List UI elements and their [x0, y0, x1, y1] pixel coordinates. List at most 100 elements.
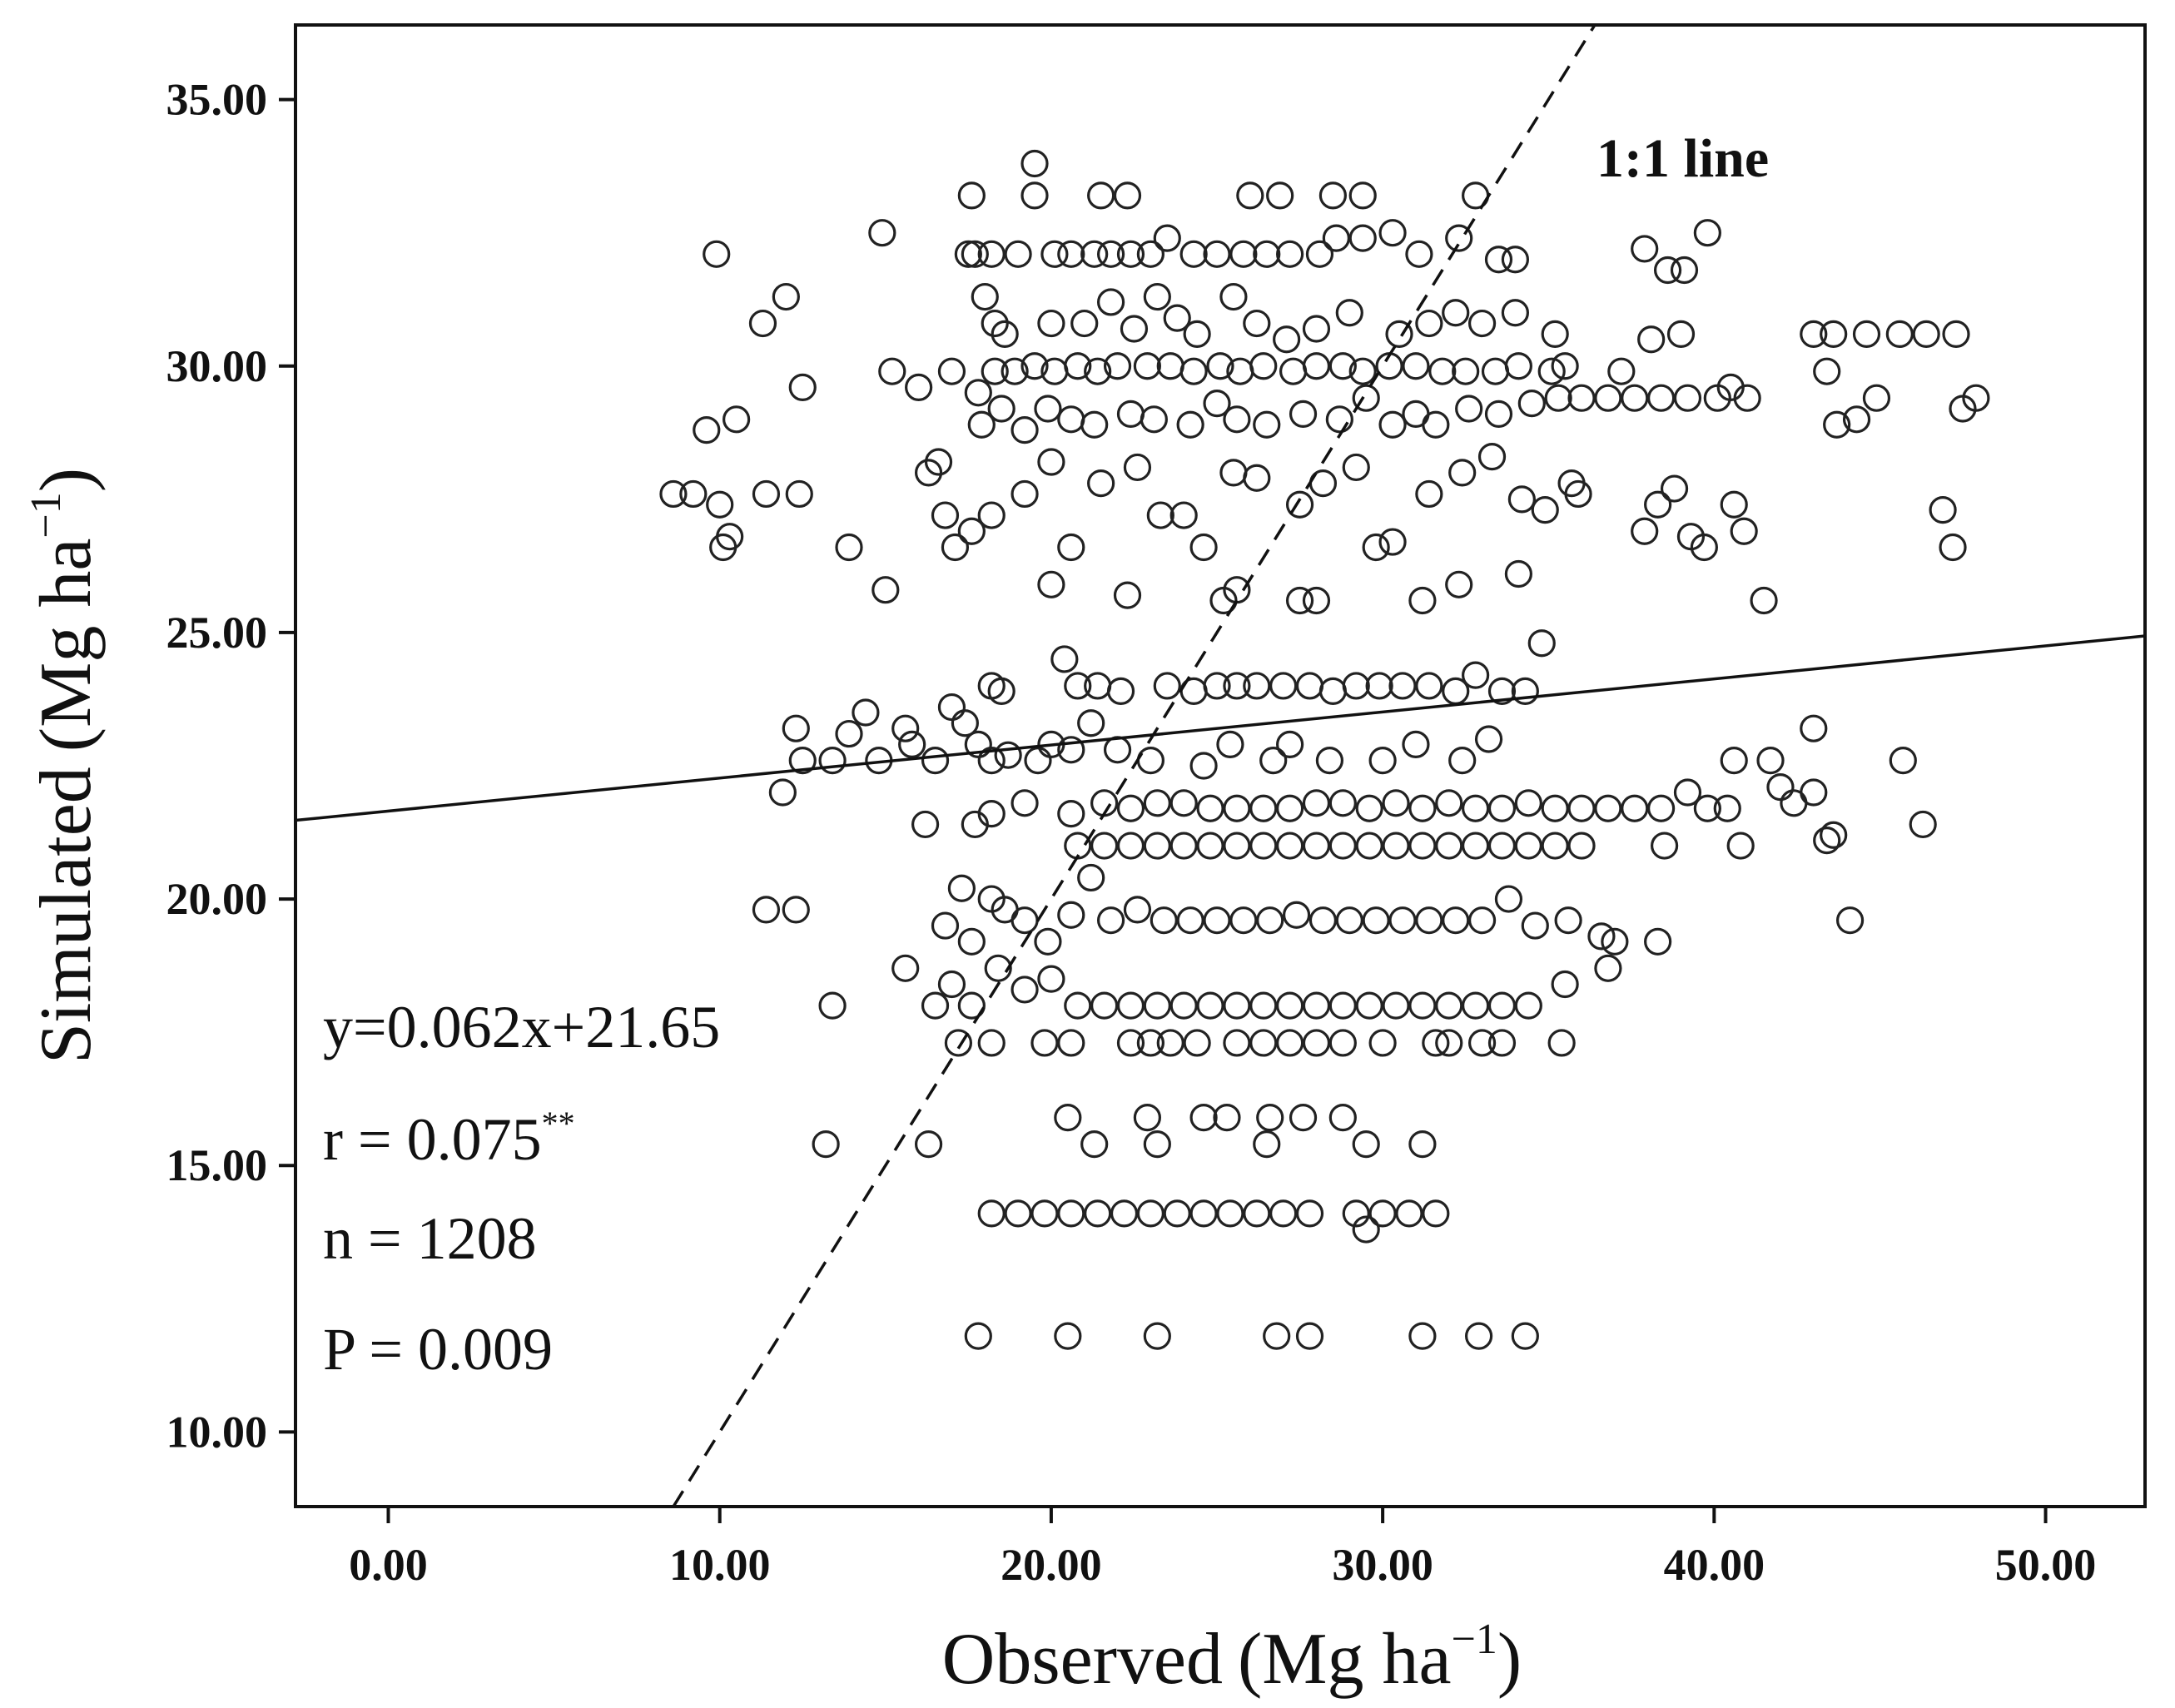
- data-point: [1666, 320, 1696, 348]
- data-point: [1216, 730, 1244, 758]
- data-point: [768, 778, 797, 807]
- data-point: [1408, 1322, 1437, 1350]
- data-point: [991, 320, 1019, 348]
- data-point: [1183, 320, 1211, 348]
- data-point: [818, 991, 847, 1020]
- data-point: [1179, 240, 1208, 268]
- data-point: [1462, 832, 1490, 860]
- data-point: [1402, 730, 1430, 758]
- data-point: [1567, 384, 1596, 412]
- data-point: [1487, 1029, 1517, 1057]
- data-point: [788, 746, 817, 775]
- y-axis: 10.00 15.00 20.00 25.00 30.00 35.00: [166, 75, 295, 1457]
- data-point: [1223, 991, 1251, 1020]
- data-point: [1405, 240, 1433, 268]
- data-point: [1487, 991, 1517, 1020]
- data-point: [1020, 352, 1049, 380]
- data-point: [1318, 181, 1347, 210]
- data-point: [1820, 320, 1848, 348]
- data-point: [1315, 746, 1344, 775]
- data-point: [1328, 352, 1357, 380]
- data-point: [905, 373, 933, 401]
- data-point: [1514, 789, 1542, 817]
- data-point: [852, 698, 880, 727]
- data-point: [1040, 240, 1069, 268]
- data-point: [1328, 1029, 1357, 1057]
- data-point: [1909, 810, 1937, 839]
- significance-marker: **: [542, 1105, 575, 1142]
- data-point: [1057, 1029, 1085, 1057]
- data-point: [1054, 1322, 1082, 1350]
- sample-size: n = 1208: [323, 1205, 537, 1272]
- data-point: [1080, 1130, 1109, 1159]
- data-point: [1514, 991, 1542, 1020]
- data-point: [1594, 794, 1622, 822]
- data-point: [1223, 405, 1251, 434]
- data-point: [964, 379, 992, 407]
- data-point: [706, 490, 734, 519]
- y-tick-label: 15.00: [166, 1140, 268, 1190]
- data-point: [977, 501, 1006, 529]
- data-point: [1276, 730, 1304, 758]
- data-point: [1011, 416, 1039, 444]
- data-point: [1253, 240, 1281, 268]
- data-point: [1531, 496, 1559, 524]
- data-point: [1249, 1029, 1278, 1057]
- data-point: [1544, 384, 1572, 412]
- data-point: [1249, 991, 1278, 1020]
- data-point: [1216, 1199, 1244, 1228]
- data-point: [1385, 320, 1413, 348]
- data-point: [1269, 672, 1298, 700]
- data-point: [1289, 400, 1318, 429]
- data-point: [1203, 906, 1231, 935]
- data-point: [1501, 299, 1530, 327]
- data-point: [1229, 240, 1258, 268]
- data-point: [914, 1130, 943, 1159]
- data-point: [1249, 832, 1278, 860]
- data-point: [1253, 410, 1281, 439]
- data-point: [1365, 672, 1393, 700]
- data-point: [1594, 384, 1622, 412]
- data-point: [1551, 970, 1579, 999]
- data-point: [1249, 352, 1278, 380]
- data-point: [1189, 533, 1218, 562]
- data-point: [1455, 395, 1483, 423]
- data-point: [1587, 922, 1616, 951]
- data-point: [1487, 832, 1517, 860]
- data-point: [1435, 991, 1463, 1020]
- data-point: [1862, 384, 1891, 412]
- data-point: [937, 357, 966, 385]
- data-point: [1011, 976, 1039, 1004]
- data-point: [1328, 832, 1357, 860]
- data-point: [1136, 1199, 1164, 1228]
- data-point: [785, 479, 813, 509]
- data-point: [1631, 517, 1659, 545]
- data-point: [1179, 357, 1208, 385]
- data-point: [977, 240, 1006, 268]
- data-point: [987, 677, 1015, 705]
- data-point: [1368, 1029, 1397, 1057]
- data-point: [1730, 517, 1758, 545]
- data-point: [1140, 405, 1168, 434]
- regression-equation: y=0.062x+21.65: [323, 994, 720, 1060]
- data-point: [1670, 256, 1699, 285]
- data-point: [1551, 352, 1579, 380]
- data-point: [1030, 1029, 1059, 1057]
- data-point: [1388, 672, 1417, 700]
- data-point: [898, 730, 926, 758]
- data-point: [1054, 1103, 1082, 1132]
- data-point: [891, 714, 920, 742]
- data-point: [1037, 965, 1065, 993]
- data-point: [1308, 906, 1338, 935]
- data-point: [1090, 832, 1119, 860]
- data-point: [1057, 240, 1085, 268]
- data-point: [1163, 304, 1191, 332]
- data-point: [1511, 1322, 1539, 1350]
- data-point: [1355, 794, 1383, 822]
- data-point: [1842, 405, 1871, 434]
- data-point: [1422, 410, 1450, 439]
- data-point: [924, 448, 953, 476]
- data-point: [1750, 586, 1778, 615]
- data-point: [1601, 927, 1629, 956]
- data-point: [1243, 672, 1271, 700]
